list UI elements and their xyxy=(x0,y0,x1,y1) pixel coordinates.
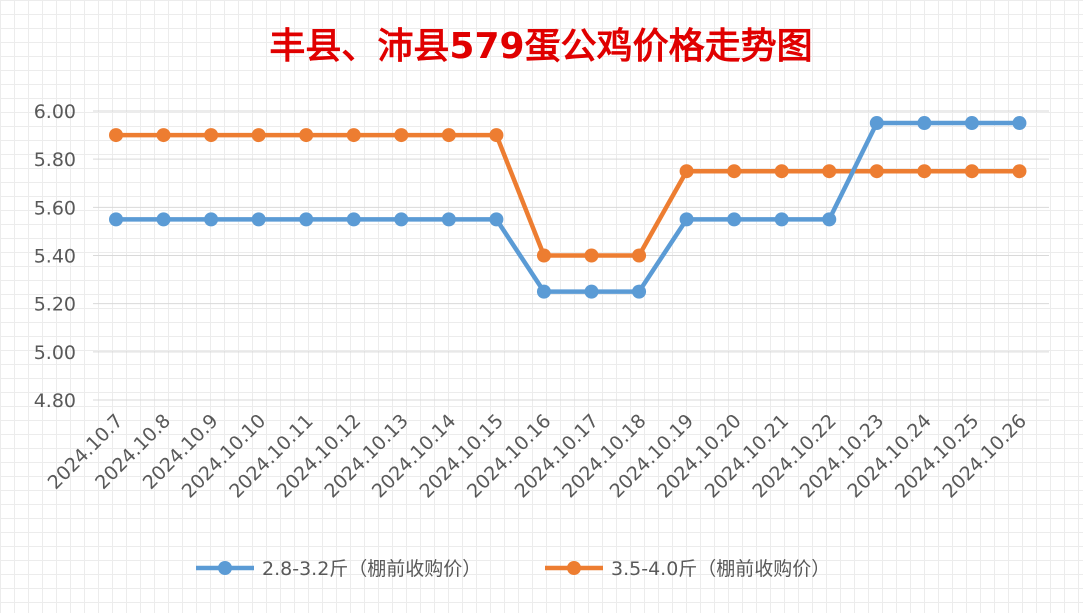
legend-label: 2.8-3.2斤（棚前收购价） xyxy=(262,558,481,580)
data-point xyxy=(822,164,837,179)
data-point xyxy=(727,212,742,227)
data-point xyxy=(109,128,123,143)
data-point xyxy=(632,284,647,299)
y-axis-ticks: 6.00 5.80 5.60 5.40 5.20 5.00 4.80 xyxy=(34,101,76,412)
data-point xyxy=(536,248,551,263)
data-point xyxy=(917,164,932,179)
data-point xyxy=(346,212,361,227)
data-point xyxy=(679,164,694,179)
series-line xyxy=(113,120,1022,294)
legend-marker xyxy=(567,561,581,575)
data-point xyxy=(774,164,789,179)
data-point xyxy=(489,128,504,143)
data-point xyxy=(1012,164,1027,179)
data-point xyxy=(299,212,314,227)
series-2 xyxy=(109,128,1027,263)
legend-marker xyxy=(218,561,232,575)
data-point xyxy=(917,116,932,131)
data-point xyxy=(536,284,551,299)
data-point xyxy=(299,128,314,143)
data-point xyxy=(1012,116,1027,131)
data-point xyxy=(156,212,171,227)
data-point xyxy=(394,128,409,143)
data-point xyxy=(346,128,361,143)
legend-label: 3.5-4.0斤（棚前收购价） xyxy=(611,558,830,580)
data-point xyxy=(156,128,171,143)
legend: 2.8-3.2斤（棚前收购价） 3.5-4.0斤（棚前收购价） xyxy=(196,558,830,580)
data-point xyxy=(109,212,123,227)
data-point xyxy=(632,248,647,263)
y-tick-label: 5.00 xyxy=(34,342,76,364)
data-point xyxy=(774,212,789,227)
data-point xyxy=(822,212,837,227)
y-tick-label: 5.20 xyxy=(34,294,76,316)
data-point xyxy=(869,116,884,131)
data-point xyxy=(489,212,504,227)
series-line xyxy=(113,132,1022,258)
y-tick-label: 6.00 xyxy=(34,101,76,123)
data-point xyxy=(251,212,266,227)
data-point xyxy=(204,212,219,227)
y-tick-label: 4.80 xyxy=(34,390,76,412)
data-point xyxy=(441,212,456,227)
gridlines xyxy=(93,110,1049,401)
y-tick-label: 5.60 xyxy=(34,197,76,219)
data-point xyxy=(869,164,884,179)
data-point xyxy=(964,116,979,131)
y-tick-label: 5.80 xyxy=(34,149,76,171)
data-point xyxy=(679,212,694,227)
y-tick-label: 5.40 xyxy=(34,246,76,268)
series-1 xyxy=(109,116,1027,299)
chart-title: 丰县、沛县579蛋公鸡价格走势图 xyxy=(269,26,812,67)
legend-item: 3.5-4.0斤（棚前收购价） xyxy=(545,558,830,580)
data-point xyxy=(204,128,219,143)
data-point xyxy=(964,164,979,179)
data-point xyxy=(394,212,409,227)
data-point xyxy=(584,248,599,263)
data-point xyxy=(251,128,266,143)
series-layer xyxy=(109,116,1027,299)
data-point xyxy=(584,284,599,299)
data-point xyxy=(727,164,742,179)
data-point xyxy=(441,128,456,143)
x-axis-ticks: 2024.10.72024.10.82024.10.92024.10.10202… xyxy=(44,410,1031,502)
legend-item: 2.8-3.2斤（棚前收购价） xyxy=(196,558,481,580)
